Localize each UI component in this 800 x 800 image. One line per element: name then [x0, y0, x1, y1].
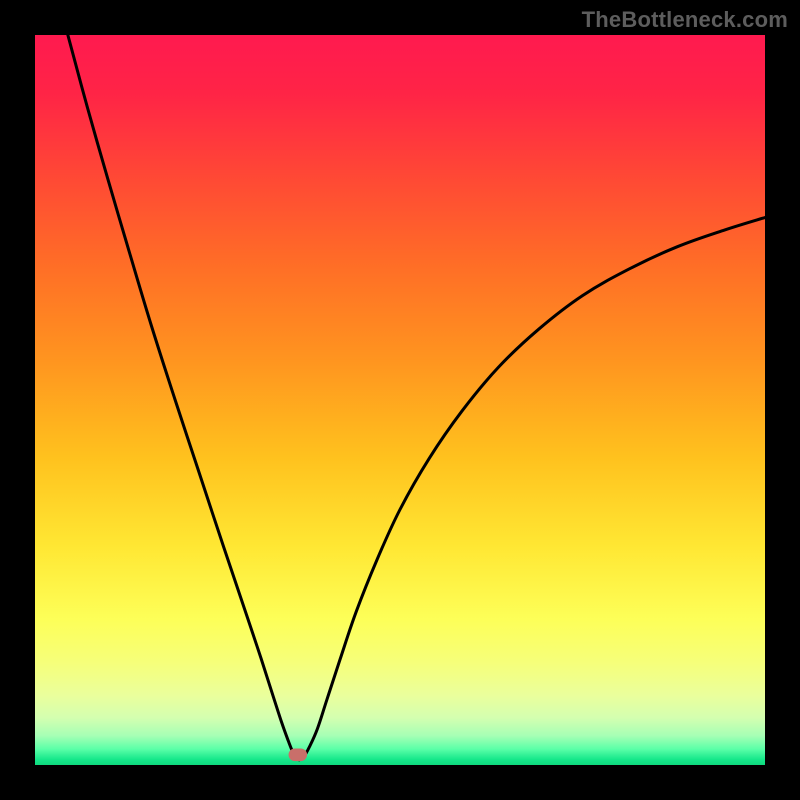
plot-svg: [35, 35, 765, 765]
plot-area: [35, 35, 765, 765]
watermark-label: TheBottleneck.com: [582, 7, 788, 33]
gradient-background: [35, 35, 765, 765]
minimum-marker: [289, 749, 307, 761]
chart-frame: TheBottleneck.com: [0, 0, 800, 800]
